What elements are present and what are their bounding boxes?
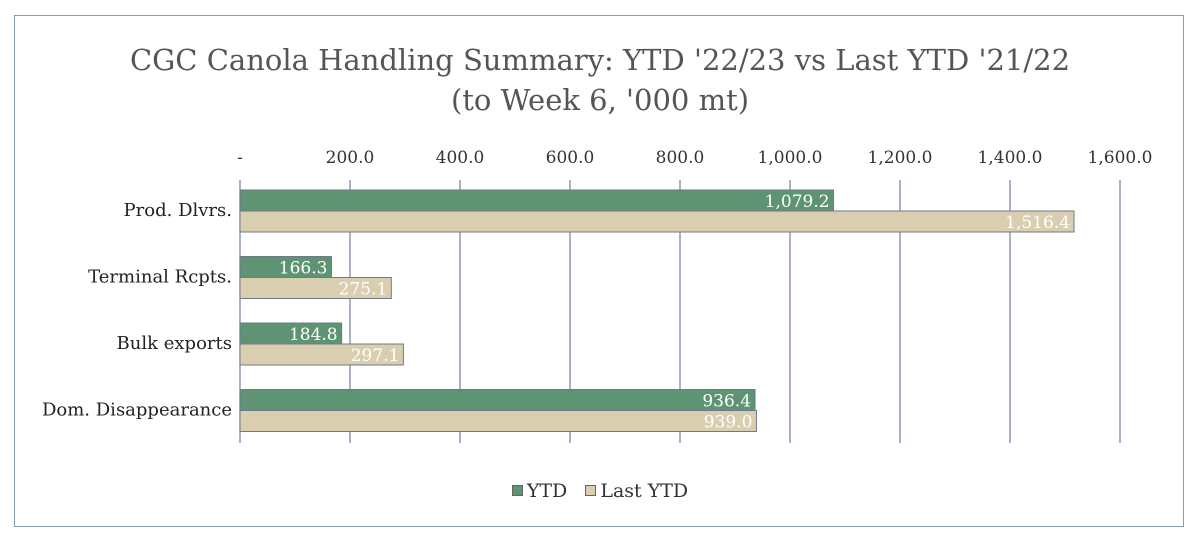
bar-last-ytd-dom-disappearance [239,410,757,432]
x-tick-label: 200.0 [326,148,375,168]
bar-ytd-dom-disappearance [239,389,756,411]
x-tick-label: 1,200.0 [868,148,933,168]
chart-subtitle: (to Week 6, '000 mt) [450,83,750,117]
x-axis-ticks: - 200.0 400.0 600.0 800.0 1,000.0 1,200.0 1,400… [237,148,1152,168]
legend-label-ytd: YTD [526,480,568,502]
category-label-bulk-exports: Bulk exports [117,333,232,354]
legend-swatch-ytd [511,485,523,496]
chart-frame [14,15,1184,527]
data-label-last-ytd-prod-dlvrs: 1,516.4 [1005,213,1070,233]
x-tick-label: - [237,148,243,168]
data-label-last-ytd-terminal-rcpts: 275.1 [339,280,388,300]
category-labels: Prod. Dlvrs. Terminal Rcpts. Bulk exports D… [42,200,232,421]
data-label-ytd-dom-disappearance: 936.4 [702,392,751,412]
category-label-dom-disappearance: Dom. Disappearance [42,400,232,421]
bar-ytd-prod-dlvrs [239,189,835,212]
data-label-ytd-prod-dlvrs: 1,079.2 [765,192,830,212]
data-label-ytd-terminal-rcpts: 166.3 [279,259,328,279]
chart-title: CGC Canola Handling Summary: YTD '22/23 … [129,43,1071,77]
bars [239,189,1075,432]
x-tick-label: 600.0 [546,148,595,168]
x-tick-label: 400.0 [436,148,485,168]
bar-last-ytd-prod-dlvrs [239,210,1075,233]
bar-last-ytd-terminal-rcpts [239,277,392,299]
category-label-prod-dlvrs: Prod. Dlvrs. [124,200,232,221]
chart-title-block: CGC Canola Handling Summary: YTD '22/23 … [0,40,1200,120]
x-tick-label: 1,000.0 [758,148,823,168]
x-tick-label: 1,600.0 [1088,148,1153,168]
legend-swatch-last-ytd [585,485,597,496]
data-label-ytd-bulk-exports: 184.8 [289,325,338,345]
x-tick-label: 1,400.0 [978,148,1043,168]
legend-item-last-ytd: Last YTD [585,480,688,502]
legend: YTD Last YTD [0,480,1200,502]
data-label-last-ytd-bulk-exports: 297.1 [351,346,400,366]
x-tick-label: 800.0 [656,148,705,168]
category-label-terminal-rcpts: Terminal Rcpts. [88,267,232,288]
data-labels: 1,079.2 1,516.4 166.3 275.1 184.8 297.1 936.49… [279,192,1070,433]
legend-label-last-ytd: Last YTD [600,480,689,502]
data-label-last-ytd-dom-disappearance: 939.0 [704,413,753,433]
bar-last-ytd-bulk-exports [239,343,404,366]
legend-item-ytd: YTD [511,480,568,502]
